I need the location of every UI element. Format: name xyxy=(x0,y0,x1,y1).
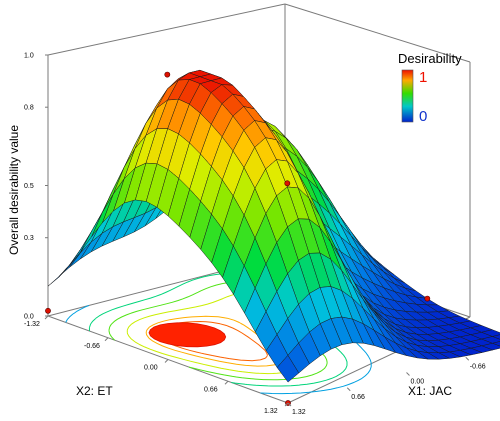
surface-cell xyxy=(276,354,300,383)
y-tick-mark xyxy=(224,380,229,385)
y-tick-mark xyxy=(284,402,289,407)
legend-max-label: 1 xyxy=(419,69,427,86)
z-tick-label: 0.8 xyxy=(24,105,34,112)
y-tick-mark xyxy=(44,315,49,320)
design-point xyxy=(45,307,51,314)
x-tick-label: 1.32 xyxy=(292,409,306,416)
contour-max-region xyxy=(148,322,227,348)
x-tick-mark xyxy=(346,387,351,392)
x-tick-mark xyxy=(465,356,470,361)
z-tick-label: 1.0 xyxy=(24,53,34,60)
z-tick-label: 0.3 xyxy=(24,235,34,242)
y-tick-label: 0.00 xyxy=(144,365,158,372)
y-tick-label: -1.32 xyxy=(24,321,40,328)
z-axis-label: Overall desirability value xyxy=(7,125,21,255)
z-tick-label: 0.0 xyxy=(24,314,34,321)
legend-min-label: 0 xyxy=(419,108,427,125)
x-axis-label: X1: JAC xyxy=(408,384,452,398)
x-tick-mark xyxy=(287,402,292,407)
y-tick-label: 1.32 xyxy=(264,408,278,415)
color-legend: Desirability 1 0 xyxy=(398,51,462,125)
z-tick-label: 0.5 xyxy=(24,183,34,190)
legend-colorbar xyxy=(401,69,414,123)
surface-cell xyxy=(69,241,92,268)
x-tick-mark xyxy=(406,372,410,376)
y-axis-label: X2: ET xyxy=(76,384,113,398)
design-point xyxy=(164,71,171,78)
y-tick-mark xyxy=(104,337,109,342)
y-tick-mark xyxy=(164,359,169,363)
y-tick-label: -0.66 xyxy=(84,343,100,350)
design-point xyxy=(284,180,291,187)
legend-title: Desirability xyxy=(398,51,462,66)
x-tick-label: 0.00 xyxy=(411,379,425,386)
surface-cell xyxy=(47,264,70,287)
response-surface xyxy=(47,69,500,383)
box-top-right xyxy=(284,3,471,63)
box-top-back xyxy=(47,3,286,56)
y-tick-label: 0.66 xyxy=(204,386,218,393)
x-tick-label: -0.66 xyxy=(470,363,486,370)
axis-ticks: 0.00.30.50.81.0-1.32-0.660.000.661.32-1.… xyxy=(24,53,486,417)
x-tick-label: 0.66 xyxy=(351,394,365,401)
design-point xyxy=(424,295,431,302)
